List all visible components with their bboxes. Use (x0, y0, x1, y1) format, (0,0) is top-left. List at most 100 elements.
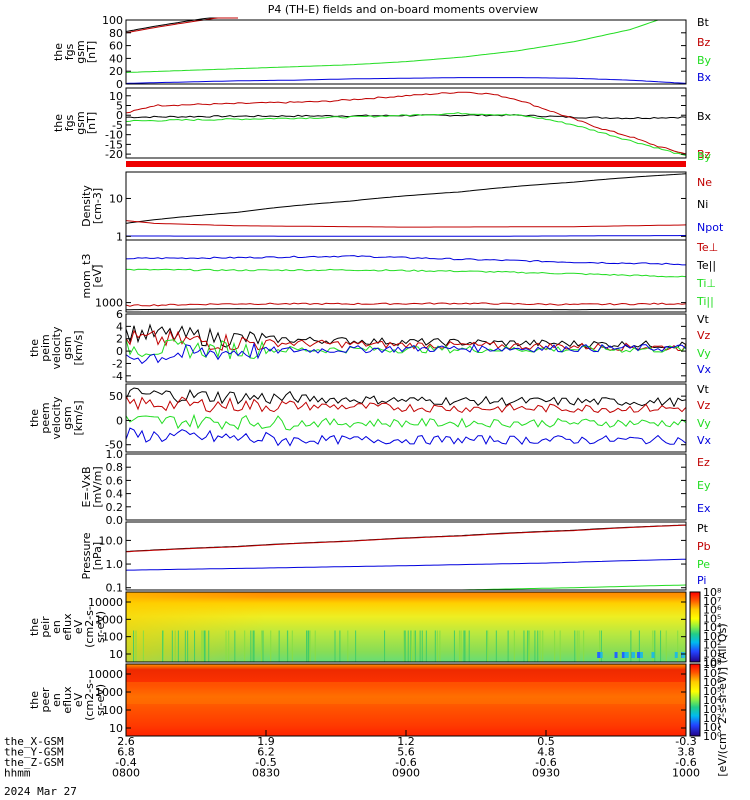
x-tick-label: -0.4 (115, 756, 136, 769)
colorbar-tick-label: 10⁰ (703, 730, 722, 743)
spectrogram-speck (681, 652, 685, 658)
panel-frame (125, 521, 687, 591)
panel-frame (125, 19, 687, 85)
legend-bt: Bt (697, 16, 710, 29)
spectrogram-speck (631, 652, 635, 658)
spectrogram-shade (126, 592, 686, 662)
series-ti-line (126, 268, 687, 278)
legend-bx: Bx (697, 110, 712, 123)
y-axis-label-line: the (28, 618, 41, 636)
y-axis-label-line: the (52, 114, 65, 132)
y-tick-label: 10000 (88, 668, 123, 681)
y-axis-label: thepeirenefluxeV(cm2-s-sr-eV) (28, 606, 107, 648)
panel-frame (125, 87, 687, 159)
x-row-label: the_Z-GSM (4, 756, 64, 769)
panel-frame (125, 171, 687, 241)
legend-ex: Ex (697, 502, 711, 515)
spectrogram-speck (624, 652, 628, 658)
series-bx-line (125, 77, 687, 84)
y-tick-label: 1.0 (106, 448, 124, 461)
x-tick-label: -0.3 (675, 735, 696, 748)
date-label: 2024 Mar 27 (4, 785, 77, 798)
panel-9: 10⁸10⁷10⁶10⁵10⁴10³10²10¹10⁰1000010001001… (28, 586, 722, 669)
y-axis-label: thefgsgsm[nT] (52, 40, 98, 63)
series-pb-line (125, 524, 687, 553)
y-axis-label-line: eflux (61, 686, 74, 714)
spectrogram-speck (651, 652, 655, 658)
x-tick-label: 1000 (672, 767, 700, 780)
y-axis-label: thepeemvelocitygsm[km/s] (28, 396, 85, 439)
colorbar-tick-label: 10⁰ (703, 656, 722, 669)
series-vt-line (125, 387, 687, 408)
x-row-label: hhmm (4, 767, 31, 780)
spectrogram-band (126, 682, 686, 704)
y-tick-label: 1000 (95, 613, 123, 626)
series-te-line (126, 308, 687, 311)
y-tick-label: -50 (105, 439, 123, 452)
spectrogram-speck (621, 652, 625, 658)
legend-vt: Vt (697, 383, 710, 396)
quality-flag-bar (126, 161, 686, 167)
legend-vx: Vx (697, 434, 712, 447)
y-tick-label: 40 (109, 52, 123, 65)
series-vt-line (125, 323, 687, 349)
legend-ti: Ti|| (696, 295, 714, 308)
x-tick-label: 6.8 (117, 746, 135, 759)
spectrogram-speck (599, 652, 603, 658)
y-axis-label-line: (cm2-s- (83, 679, 96, 721)
y-axis-label-line: velocity (50, 396, 63, 439)
y-tick-label: 0.4 (106, 488, 124, 501)
y-axis-label-line: [nT] (85, 41, 98, 63)
y-axis-label-line: peim (39, 334, 52, 362)
spectrogram-speck (639, 652, 643, 658)
series-bz-line (125, 17, 238, 34)
colorbar-scale (689, 663, 701, 737)
colorbar-tick-label: 10¹ (703, 721, 721, 734)
legend-bz: Bz (697, 36, 711, 49)
y-axis-label-line: sr-eV) (94, 611, 107, 643)
series-ni-line (125, 173, 687, 224)
y-tick-label: 1.0 (106, 558, 124, 571)
legend-vz: Vz (697, 399, 711, 412)
y-axis-label-line: en (50, 693, 63, 707)
y-tick-label: 1 (116, 230, 123, 243)
x-tick-label: 0.5 (537, 735, 555, 748)
y-axis-label-line: (cm2-s- (83, 606, 96, 648)
legend-ni: Ni (697, 198, 708, 211)
y-tick-label: 4 (116, 320, 123, 333)
y-axis-label-line: the (52, 43, 65, 61)
y-tick-label: 0.8 (106, 461, 124, 474)
y-tick-label: 0 (116, 414, 123, 427)
spectrogram-10 (126, 664, 686, 736)
series-te-line (125, 302, 687, 307)
y-axis-label-line: the (28, 409, 41, 427)
y-axis-label: thefgsgsm[nT] (52, 111, 98, 134)
legend-by: By (697, 150, 712, 163)
y-axis-label-line: [cm-3] (91, 188, 104, 224)
legend-pb: Pb (697, 540, 711, 553)
legend-ti: Ti⊥ (696, 277, 716, 290)
panel-frame (125, 239, 687, 313)
series-pi-line (125, 558, 687, 571)
legend-pi: Pi (697, 574, 706, 587)
y-tick-label: 10000 (88, 596, 123, 609)
y-axis-label-line: the (28, 339, 41, 357)
colorbar-tick-label: 10³ (703, 630, 721, 643)
y-tick-label: 60 (109, 40, 123, 53)
x-tick-label: -0.6 (395, 756, 416, 769)
x-tick-label: 2.6 (117, 735, 135, 748)
y-axis-label-line: Density (80, 185, 93, 227)
y-axis-label-line: gsm (74, 40, 87, 63)
x-tick-label: 0800 (112, 767, 140, 780)
colorbar-tick-label: 10⁵ (703, 612, 721, 625)
legend-ey: Ey (697, 479, 711, 492)
x-tick-label: 0900 (392, 767, 420, 780)
x-tick-label: -0.5 (255, 756, 276, 769)
panel-10: 10⁸10⁷10⁶10⁵10⁴10³10²10¹10⁰1000010001001… (28, 658, 722, 743)
colorbar-tick-label: 10⁵ (703, 685, 721, 698)
x-row-label: the_X-GSM (4, 735, 64, 748)
y-tick-label: -15 (105, 138, 123, 151)
